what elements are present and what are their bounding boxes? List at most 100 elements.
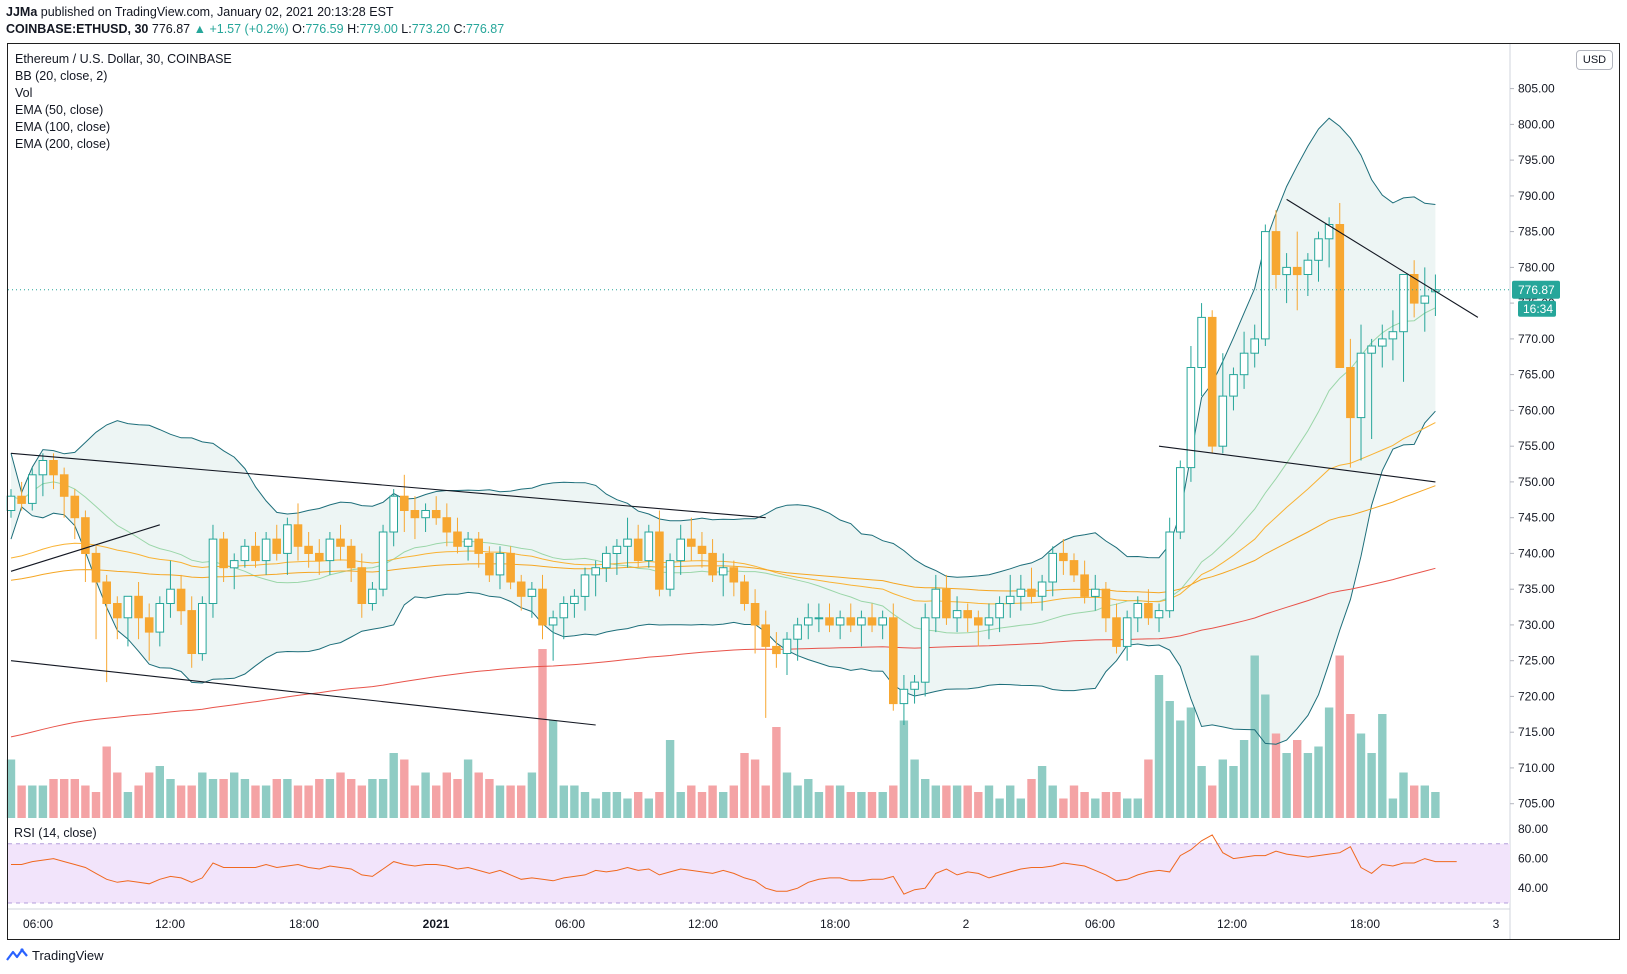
bear-candle-body — [740, 581, 749, 604]
candle — [718, 553, 728, 597]
volume-bar — [198, 772, 207, 818]
candle — [336, 524, 345, 561]
bear-candle-body — [219, 538, 228, 569]
bull-candle-body — [1388, 331, 1398, 340]
candle — [1122, 610, 1132, 661]
bull-candle-body — [1197, 316, 1206, 368]
volume-bar — [580, 792, 590, 818]
bull-candle-body — [229, 560, 239, 569]
volume-bar — [1037, 766, 1047, 818]
candle — [516, 574, 526, 611]
bull-candle-body — [261, 538, 271, 562]
bull-candle-body — [495, 552, 505, 576]
bear-candle-body — [400, 495, 409, 512]
candle — [633, 524, 643, 568]
candle — [995, 596, 1004, 633]
bull-candle-body — [1261, 231, 1270, 340]
volume-bar — [1346, 714, 1355, 818]
volume-bar — [70, 779, 79, 818]
bull-candle-body — [1239, 352, 1249, 376]
bear-candle-body — [867, 617, 877, 626]
candle — [697, 532, 707, 568]
candle — [389, 489, 398, 547]
candle — [889, 603, 898, 711]
volume-bar — [559, 785, 568, 818]
bear-candle-body — [134, 595, 143, 619]
candle — [506, 546, 515, 590]
chart-legend: Ethereum / U.S. Dollar, 30, COINBASE BB … — [15, 51, 232, 154]
volume-bar — [389, 753, 398, 818]
bear-candle-body — [272, 538, 281, 554]
rsi-axis-label: 60.00 — [1518, 852, 1548, 866]
countdown-tag-text: 16:34 — [1523, 302, 1553, 316]
legend-ema50: EMA (50, close) — [15, 103, 104, 118]
bear-candle-body — [1101, 588, 1111, 619]
volume-bar — [208, 779, 218, 818]
volume-bar — [1006, 785, 1015, 818]
close-label: C: — [453, 22, 466, 36]
candle — [527, 582, 537, 618]
candle — [400, 474, 409, 532]
bear-candle-body — [1059, 552, 1068, 562]
candle — [81, 510, 90, 582]
candle — [1091, 574, 1100, 611]
bear-candle-body — [102, 581, 112, 604]
bear-candle-body — [187, 610, 196, 654]
volume-bar — [857, 792, 866, 818]
volume-bar — [240, 779, 250, 818]
candle — [1027, 567, 1036, 604]
candle — [857, 610, 866, 647]
candle — [485, 546, 494, 582]
volume-bar — [814, 792, 824, 818]
volume-bar — [325, 779, 335, 818]
candle — [442, 503, 452, 547]
candle — [240, 539, 250, 568]
price-axis-label: 705.00 — [1518, 797, 1555, 811]
bull-candle-body — [1378, 338, 1387, 347]
volume-bar — [1186, 707, 1196, 818]
price-axis-label: 780.00 — [1518, 260, 1555, 274]
volume-bar — [995, 798, 1004, 818]
volume-bar — [368, 779, 377, 818]
candle — [208, 524, 218, 618]
volume-bar — [6, 759, 16, 818]
bull-candle-body — [676, 538, 686, 562]
trend-line — [1158, 445, 1436, 483]
bollinger-upper-band — [10, 117, 1436, 578]
volume-bar — [81, 785, 90, 818]
bull-candle-body — [644, 531, 654, 562]
bear-candle-body — [846, 617, 856, 626]
bull-candle-body — [421, 510, 430, 519]
bear-candle-body — [729, 567, 739, 583]
currency-button[interactable]: USD — [1576, 50, 1613, 70]
volume-bar — [899, 720, 909, 818]
bull-candle-body — [548, 617, 558, 626]
quote-line: COINBASE:ETHUSD, 30 776.87 ▲ +1.57 (+0.2… — [6, 22, 504, 36]
bollinger-lower-band — [10, 410, 1436, 745]
bull-candle-body — [1420, 295, 1430, 304]
volume-bar — [1080, 792, 1089, 818]
bull-candle-body — [1133, 603, 1143, 619]
bear-candle-body — [1335, 224, 1345, 368]
bear-candle-body — [1409, 274, 1419, 304]
volume-bar — [591, 798, 600, 818]
candle — [1346, 338, 1355, 468]
candle — [538, 574, 547, 640]
candle — [1144, 589, 1153, 625]
candle — [920, 603, 930, 697]
volume-bar — [400, 759, 409, 818]
bull-candle-body — [1016, 588, 1026, 597]
time-axis-label: 3 — [1493, 917, 1500, 931]
candle — [1420, 267, 1430, 332]
bull-candle-body — [240, 545, 250, 562]
volume-bar — [261, 785, 271, 818]
candle — [113, 596, 122, 640]
bull-candle-body — [1399, 274, 1408, 333]
bull-candle-body — [155, 603, 165, 633]
bear-candle-body — [293, 524, 303, 547]
candle — [1229, 367, 1238, 411]
bull-candle-body — [602, 552, 611, 569]
volume-bar — [1016, 798, 1025, 818]
bull-candle-body — [591, 567, 601, 576]
